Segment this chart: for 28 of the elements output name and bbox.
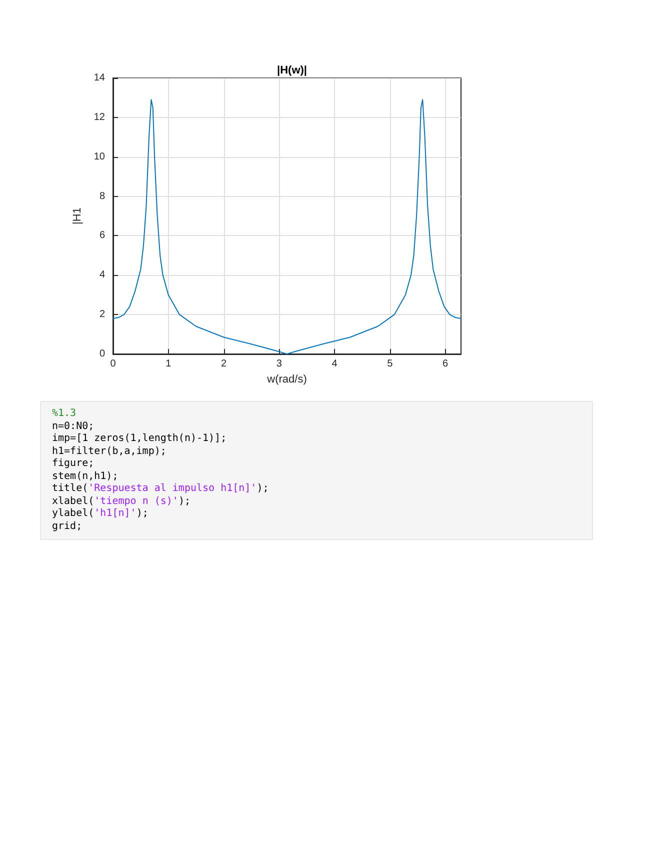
- x-tick-label: 0: [110, 358, 116, 370]
- text: ylabel('h1[n]');: [52, 508, 150, 520]
- x-tick-label: 3: [276, 358, 282, 370]
- text: %1.3: [52, 408, 76, 419]
- y-tick-label: 2: [99, 309, 106, 320]
- x-tick-label: 2: [220, 358, 227, 370]
- y-tick-label: 4: [99, 270, 106, 281]
- y-tick-label: 8: [99, 190, 106, 202]
- chart-title: |H(w)|: [277, 64, 307, 76]
- y-axis-title: |H1: [71, 208, 84, 224]
- y-tick-label: 6: [99, 230, 106, 242]
- text: n=0:N0;: [52, 420, 96, 433]
- x-axis-title: w(rad/s): [266, 374, 307, 386]
- x-tick-label: 5: [387, 358, 394, 370]
- text: grid;: [52, 520, 84, 533]
- x-tick-label: 1: [166, 358, 172, 370]
- y-tick-label: 10: [94, 151, 106, 162]
- text: imp=[1 zeros(1,length(n)-1)];: [52, 433, 228, 446]
- y-tick-label: 0: [99, 348, 106, 360]
- text: title('Respuesta al impulso h1[n]');: [52, 483, 270, 496]
- x-tick-label: 4: [332, 358, 338, 370]
- text: figure;: [52, 458, 96, 470]
- text: xlabel('tiempo n (s)');: [52, 496, 192, 508]
- x-tick-label: 6: [442, 358, 449, 370]
- y-tick-label: 14: [94, 72, 106, 84]
- text: stem(n,h1);: [52, 470, 120, 483]
- y-tick-label: 12: [94, 112, 106, 123]
- text: h1=filter(b,a,imp);: [52, 446, 168, 458]
